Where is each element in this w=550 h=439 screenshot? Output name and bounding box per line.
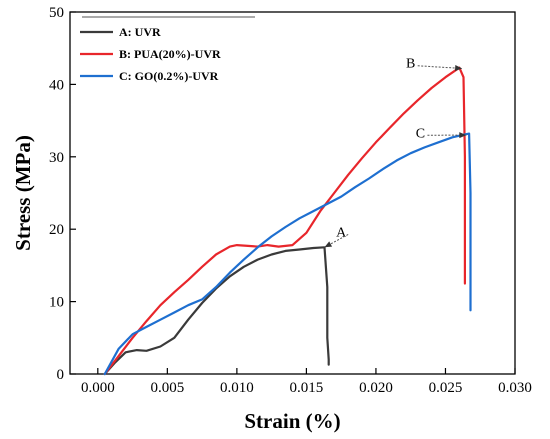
y-tick-label: 10	[49, 295, 64, 311]
series-layer	[103, 66, 472, 376]
legend-label: A: UVR	[119, 25, 161, 39]
annotation-arrowhead	[459, 132, 467, 139]
annotation-arrowhead	[454, 65, 463, 72]
y-tick-label: 0	[57, 367, 65, 383]
x-tick-label: 0.015	[290, 380, 324, 396]
x-tick-label: 0.020	[359, 380, 393, 396]
annotation-layer: A B C	[324, 57, 467, 248]
y-axis-title: Stress (MPa)	[11, 135, 35, 251]
annotation-arrow-line	[417, 65, 463, 69]
x-axis-title: Strain (%)	[244, 409, 340, 433]
plot-frame	[69, 11, 516, 375]
y-tick-label: 40	[49, 77, 64, 93]
legend-label: C: GO(0.2%)-UVR	[119, 69, 219, 83]
y-tick-label: 20	[49, 222, 64, 238]
x-tick-label: 0.025	[429, 380, 463, 396]
x-tick-label: 0.005	[150, 380, 184, 396]
annotation-label: B	[406, 57, 415, 72]
x-tick-label: 0.030	[498, 380, 532, 396]
annotation-label: C	[416, 126, 425, 141]
series-line-a	[103, 246, 330, 376]
legend: A: UVR B: PUA(20%)-UVR C: GO(0.2%)-UVR	[80, 16, 255, 83]
y-axis-ticks: 0 10 20 30 40 50	[49, 5, 76, 383]
annotation-arrowhead	[324, 241, 333, 248]
x-axis-ticks: 0.000 0.005 0.010 0.015 0.020 0.025 0.030	[81, 368, 532, 396]
y-tick-label: 30	[49, 150, 64, 166]
annotation-label: A	[336, 225, 347, 240]
x-tick-label: 0.010	[220, 380, 254, 396]
series-line-b	[103, 66, 466, 376]
series-line-c	[103, 132, 472, 376]
x-tick-label: 0.000	[81, 380, 115, 396]
legend-label: B: PUA(20%)-UVR	[119, 47, 221, 61]
y-tick-label: 50	[49, 5, 64, 21]
